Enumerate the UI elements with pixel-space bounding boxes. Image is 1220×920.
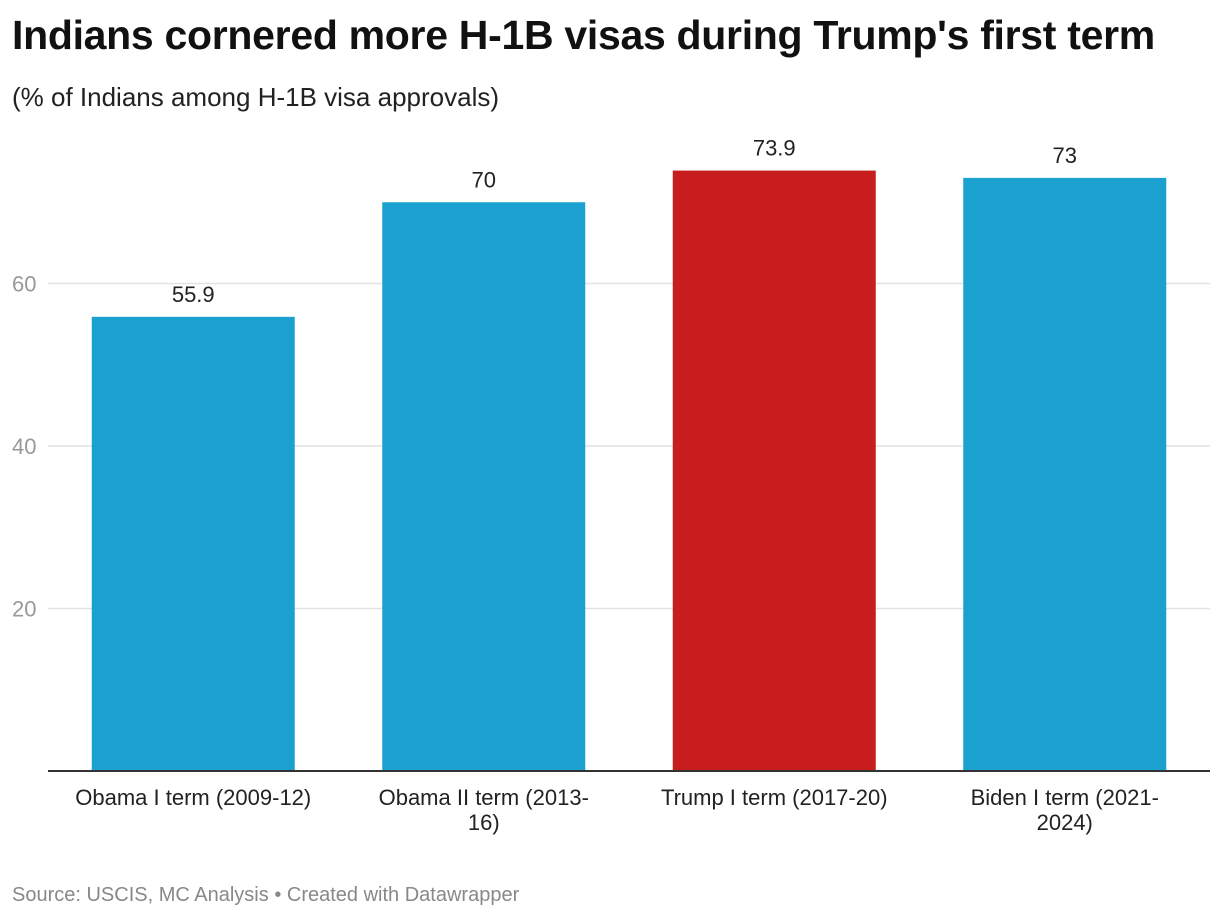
footer: Source: USCIS, MC Analysis • Created wit…	[12, 884, 519, 907]
bar-2	[672, 170, 876, 771]
bar-0	[91, 316, 295, 771]
category-label: Obama II term (2013-	[379, 785, 589, 810]
category-label: Trump I term (2017-20)	[661, 785, 888, 810]
footer-separator: •	[274, 884, 282, 906]
category-label: Obama I term (2009-12)	[75, 785, 311, 810]
chart-subtitle: (% of Indians among H-1B visa approvals)	[12, 82, 500, 112]
bar-3	[963, 177, 1167, 771]
y-tick-label: 40	[12, 434, 36, 459]
bars	[91, 170, 1167, 771]
bar-1	[382, 202, 586, 771]
credit-note: Created with Datawrapper	[286, 884, 520, 906]
source-note: Source: USCIS, MC Analysis	[12, 884, 269, 906]
y-tick-label: 60	[12, 272, 36, 297]
category-label: 16)	[468, 810, 500, 835]
value-label: 73	[1053, 143, 1077, 168]
category-label: Biden I term (2021-	[971, 785, 1159, 810]
value-label: 70	[472, 167, 496, 192]
y-tick-label: 20	[12, 597, 36, 622]
category-labels: Obama I term (2009-12) Obama II term (201…	[75, 785, 1159, 835]
value-label: 55.9	[172, 282, 215, 307]
value-label: 73.9	[753, 136, 796, 161]
category-label: 2024)	[1037, 810, 1093, 835]
chart-title: Indians cornered more H-1B visas during …	[12, 12, 1155, 58]
value-labels: 55.9 70 73.9 73	[172, 136, 1077, 307]
